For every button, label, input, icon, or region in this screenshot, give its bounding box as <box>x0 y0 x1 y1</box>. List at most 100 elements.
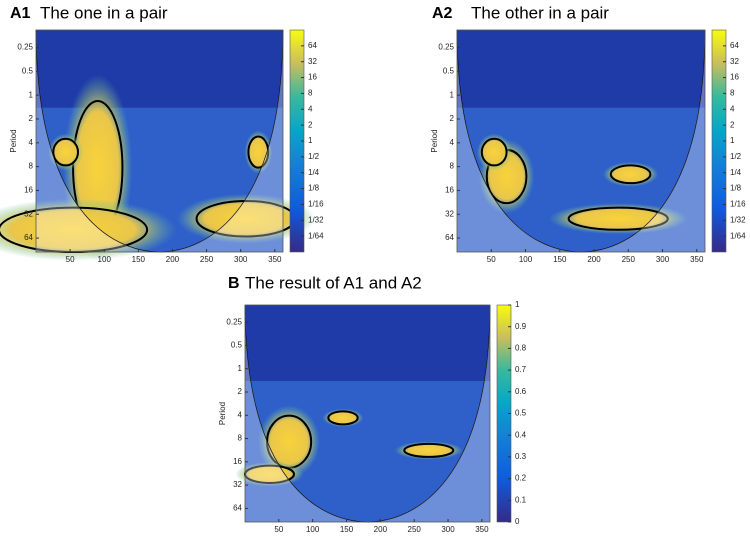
colorbar-tick-label: 0.4 <box>515 430 527 439</box>
colorbar-tick-label: 64 <box>730 41 739 50</box>
y-tick-label: 64 <box>445 233 454 242</box>
heatmap-top-band <box>245 305 490 381</box>
colorbar-tick-label: 4 <box>308 104 313 113</box>
y-tick-label: 1 <box>238 364 243 373</box>
x-tick-label: 150 <box>553 255 567 264</box>
chart-title: The one in a pair <box>40 3 168 22</box>
colorbar-tick-label: 1 <box>730 136 735 145</box>
y-tick-label: 0.25 <box>226 317 242 326</box>
y-tick-label: 16 <box>445 186 454 195</box>
y-tick-label: 1 <box>29 90 34 99</box>
colorbar-tick-label: 8 <box>308 89 313 98</box>
plot-frame <box>244 304 491 523</box>
y-tick-label: 8 <box>238 434 243 443</box>
significance-contour <box>567 206 669 231</box>
colorbar-tick-label: 32 <box>730 57 739 66</box>
colorbar-tick-label: 32 <box>308 57 317 66</box>
y-tick-label: 2 <box>450 114 455 123</box>
y-tick-label: 0.5 <box>231 341 243 350</box>
significance-contour <box>52 137 79 167</box>
significance-contour <box>609 164 652 185</box>
plot-frame <box>35 29 284 253</box>
colorbar-tick-label: 0.3 <box>515 452 527 461</box>
y-tick-label: 1 <box>450 90 455 99</box>
coi-shade <box>36 30 283 252</box>
x-tick-label: 200 <box>587 255 601 264</box>
colorbar-tick-label: 1 <box>308 136 313 145</box>
x-tick-label: 300 <box>441 525 455 534</box>
colorbar-tick-label: 8 <box>730 89 735 98</box>
colorbar-tick-label: 4 <box>730 104 735 113</box>
colorbar-tick-label: 0.6 <box>515 387 527 396</box>
significance-contour <box>327 410 359 426</box>
y-tick-label: 2 <box>29 114 34 123</box>
y-tick-label: 32 <box>445 209 454 218</box>
y-tick-label: 4 <box>29 138 34 147</box>
x-tick-label: 150 <box>340 525 354 534</box>
x-tick-label: 250 <box>622 255 636 264</box>
colorbar-tick-label: 1/16 <box>308 200 324 209</box>
colorbar-tick-label: 0 <box>515 517 520 526</box>
colorbar-tick-label: 1/2 <box>730 152 742 161</box>
y-tick-label: 0.5 <box>22 66 34 75</box>
x-tick-label: 50 <box>487 255 496 264</box>
chart-panel: A1 The one in a pair 50 100 150 200 250 300 350 0… <box>0 3 324 264</box>
heatmap-top-band <box>457 30 705 108</box>
x-tick-label: 50 <box>274 525 283 534</box>
coi-shade <box>457 30 705 252</box>
y-axis-label: Period <box>218 402 227 425</box>
colorbar-tick-label: 1/32 <box>308 215 324 224</box>
colorbar-tick-label: 1/4 <box>730 168 742 177</box>
coi-shade <box>245 305 490 522</box>
y-tick-label: 32 <box>24 209 33 218</box>
colorbar-tick-label: 1/2 <box>308 152 320 161</box>
y-tick-label: 64 <box>24 233 33 242</box>
colorbar-tick-label: 0.2 <box>515 474 527 483</box>
colorbar-tick-label: 0.8 <box>515 344 527 353</box>
y-tick-label: 4 <box>450 138 455 147</box>
colorbar-tick-label: 1 <box>515 300 520 309</box>
panel-label: A1 <box>10 5 31 22</box>
x-tick-label: 150 <box>132 255 146 264</box>
x-tick-label: 100 <box>306 525 320 534</box>
x-tick-label: 300 <box>234 255 248 264</box>
y-tick-label: 8 <box>29 162 34 171</box>
y-tick-label: 64 <box>233 503 242 512</box>
chart-panel: A2 The other in a pair 50 100 150 200 250 300 35… <box>430 3 746 264</box>
colorbar-tick-label: 2 <box>730 120 735 129</box>
colorbar-tick-label: 1/64 <box>730 231 746 240</box>
significance-contour <box>480 137 508 167</box>
x-tick-label: 350 <box>690 255 704 264</box>
colorbar-tick-label: 1/64 <box>308 231 324 240</box>
x-tick-label: 250 <box>408 525 422 534</box>
y-tick-label: 16 <box>24 186 33 195</box>
x-tick-label: 200 <box>166 255 180 264</box>
colorbar-tick-label: 1/32 <box>730 215 746 224</box>
panel-label: A2 <box>432 5 453 22</box>
colorbar-tick-label: 2 <box>308 120 313 129</box>
y-tick-label: 0.25 <box>438 43 454 52</box>
heatmap-blob <box>0 198 177 261</box>
y-tick-label: 32 <box>233 480 242 489</box>
y-axis-label: Period <box>430 129 439 152</box>
x-tick-label: 100 <box>98 255 112 264</box>
y-tick-label: 0.25 <box>17 43 33 52</box>
colorbar-tick-label: 0.5 <box>515 409 527 418</box>
x-tick-label: 350 <box>475 525 489 534</box>
y-tick-label: 4 <box>238 410 243 419</box>
colorbar-tick-label: 1/4 <box>308 168 320 177</box>
x-tick-label: 300 <box>656 255 670 264</box>
colorbar-tick-label: 64 <box>308 41 317 50</box>
colorbar-tick-label: 16 <box>730 73 739 82</box>
colorbar-tick-label: 16 <box>308 73 317 82</box>
significance-contour <box>403 442 455 458</box>
chart-title: The other in a pair <box>471 3 609 22</box>
x-tick-label: 100 <box>519 255 533 264</box>
panel-label: B <box>228 275 240 292</box>
heatmap-top-band <box>36 30 283 108</box>
colorbar-tick-label: 1/8 <box>730 184 742 193</box>
colorbar-tick-label: 1/16 <box>730 200 746 209</box>
y-tick-label: 16 <box>233 457 242 466</box>
chart-panel: B The result of A1 and A2 50 100 150 200 250 30… <box>218 273 527 534</box>
